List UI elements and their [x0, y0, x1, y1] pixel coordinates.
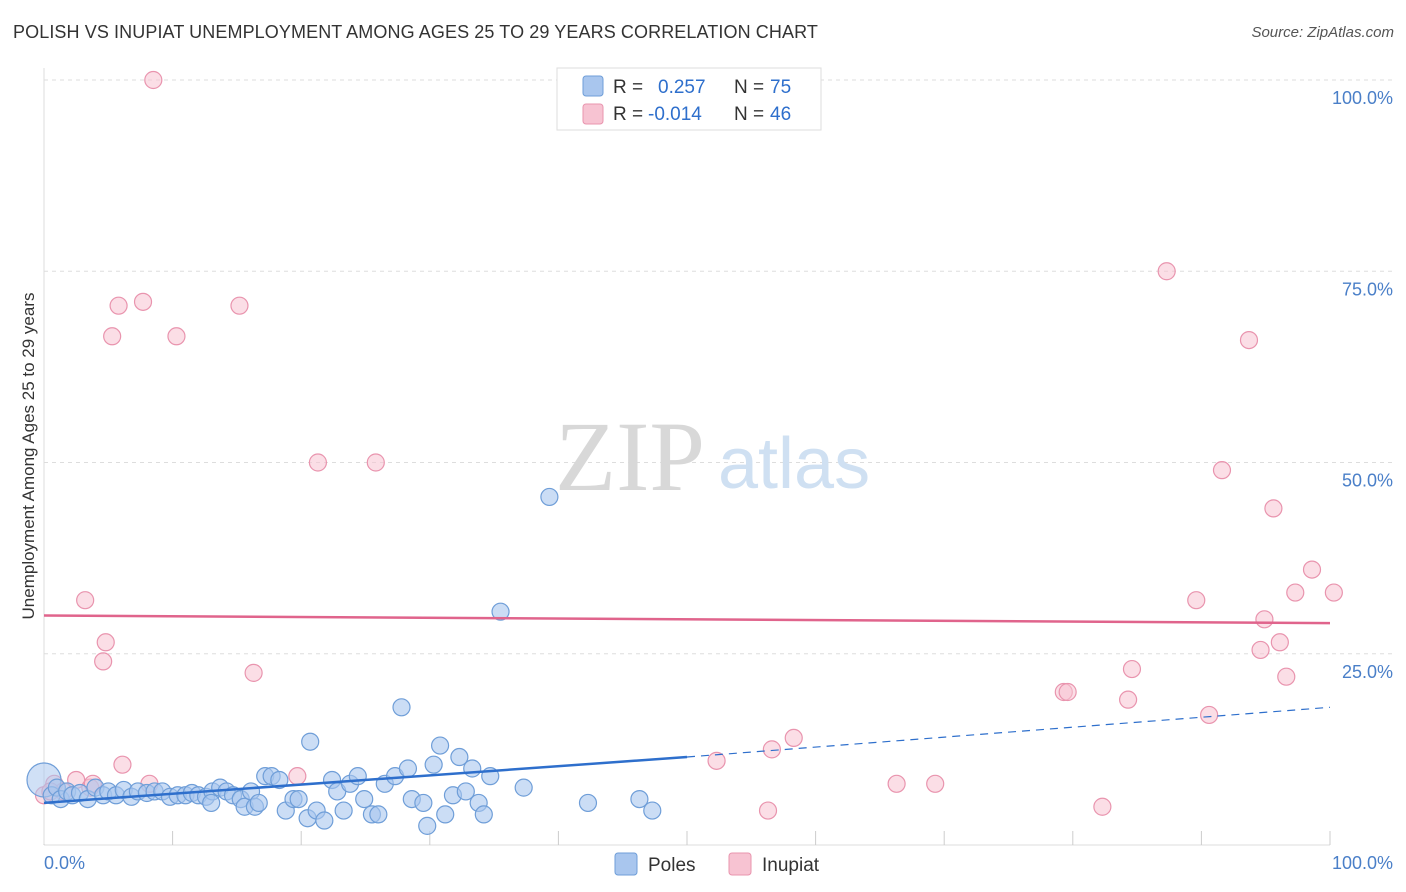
- legend-inupiat-label: Inupiat: [762, 855, 820, 876]
- watermark-zip: ZIP: [555, 401, 705, 512]
- poles-point: [424, 755, 443, 774]
- inupiat-n-label: N =: [734, 104, 764, 125]
- inupiat-point: [1251, 640, 1270, 660]
- poles-point: [270, 770, 289, 790]
- inupiat-point: [244, 663, 263, 682]
- inupiat-trend-line: [43, 614, 1331, 625]
- inupiat-point: [1058, 682, 1077, 702]
- poles-point: [398, 759, 418, 778]
- poles-r-value: 0.257: [658, 77, 706, 98]
- stats-legend: R = 0.257 N = 75 R = -0.014 N = 46: [556, 67, 822, 131]
- inupiat-point: [76, 591, 95, 610]
- poles-point: [474, 805, 493, 824]
- y-tick-label: 100.0%: [1332, 88, 1393, 108]
- poles-point: [418, 816, 437, 835]
- poles-r-label: R =: [613, 77, 643, 98]
- inupiat-point: [1324, 583, 1343, 602]
- poles-point: [249, 793, 268, 813]
- inupiat-point: [758, 801, 778, 820]
- inupiat-point: [1212, 461, 1232, 480]
- poles-point: [436, 805, 455, 824]
- inupiat-point: [1187, 591, 1206, 610]
- poles-swatch: [582, 75, 604, 97]
- inupiat-point: [1239, 331, 1259, 350]
- y-tick-labels: 100.0% 75.0% 50.0% 25.0%: [1332, 88, 1393, 682]
- legend-inupiat-swatch: [728, 852, 752, 876]
- poles-point: [414, 793, 433, 813]
- inupiat-point: [926, 774, 945, 793]
- inupiat-point: [94, 652, 113, 671]
- inupiat-point: [96, 633, 115, 652]
- poles-point: [301, 732, 320, 751]
- x-tick-labels: 0.0% 100.0%: [44, 853, 1393, 873]
- y-tick-label: 50.0%: [1342, 471, 1393, 491]
- inupiat-point: [1157, 262, 1176, 281]
- inupiat-point: [762, 740, 781, 759]
- poles-point: [315, 811, 334, 830]
- poles-point: [334, 801, 353, 820]
- watermark: ZIP atlas: [555, 401, 870, 512]
- inupiat-point: [1270, 633, 1289, 652]
- inupiat-point: [308, 453, 328, 472]
- inupiat-point: [1277, 667, 1296, 686]
- y-tick-label: 75.0%: [1342, 279, 1393, 299]
- inupiat-r-value: -0.014: [648, 104, 702, 125]
- poles-point: [355, 789, 374, 809]
- inupiat-point: [1122, 659, 1142, 679]
- poles-point: [202, 793, 221, 813]
- poles-point: [450, 747, 469, 767]
- inupiat-point: [113, 755, 132, 774]
- inupiat-point: [1093, 797, 1112, 816]
- inupiat-point: [230, 296, 249, 315]
- inupiat-point: [288, 767, 307, 786]
- legend-poles-swatch: [614, 852, 638, 876]
- y-axis-title: Unemployment Among Ages 25 to 29 years: [19, 293, 38, 620]
- series-legend: Poles Inupiat: [614, 852, 820, 876]
- chart-source: Source: ZipAtlas.com: [1251, 24, 1394, 41]
- inupiat-point: [1286, 583, 1305, 602]
- y-tick-label: 25.0%: [1342, 662, 1393, 682]
- trend-lines: [43, 614, 1331, 805]
- poles-trend-extension: [686, 706, 1331, 758]
- poles-point: [643, 801, 662, 820]
- poles-series: [26, 487, 662, 835]
- poles-n-label: N =: [734, 77, 764, 98]
- inupiat-point: [109, 296, 128, 315]
- inupiat-point: [1264, 499, 1283, 518]
- inupiat-r-label: R =: [613, 104, 643, 125]
- poles-point: [430, 736, 450, 755]
- inupiat-point: [167, 327, 186, 346]
- poles-point: [578, 793, 598, 813]
- poles-point: [369, 805, 388, 824]
- x-tick-label-max: 100.0%: [1332, 853, 1393, 873]
- inupiat-point: [133, 292, 153, 311]
- inupiat-point: [1118, 690, 1138, 709]
- inupiat-swatch: [582, 103, 604, 125]
- poles-point: [491, 602, 510, 621]
- poles-point: [630, 789, 649, 809]
- x-tick-label-min: 0.0%: [44, 853, 85, 873]
- chart-title: POLISH VS INUPIAT UNEMPLOYMENT AMONG AGE…: [13, 22, 818, 42]
- watermark-atlas: atlas: [718, 424, 870, 504]
- poles-point: [289, 789, 308, 809]
- inupiat-point: [103, 327, 122, 346]
- poles-point: [540, 487, 559, 507]
- inupiat-point: [1302, 560, 1322, 579]
- legend-poles-label: Poles: [648, 855, 696, 876]
- inupiat-point: [1200, 705, 1219, 725]
- inupiat-point: [144, 70, 163, 90]
- poles-trend-line: [43, 755, 688, 805]
- inupiat-point: [784, 728, 803, 748]
- inupiat-point: [366, 453, 385, 472]
- poles-point: [463, 759, 482, 778]
- inupiat-point: [887, 774, 906, 793]
- poles-n-value: 75: [770, 77, 791, 98]
- inupiat-point: [1255, 610, 1274, 629]
- inupiat-n-value: 46: [770, 104, 791, 125]
- poles-point: [392, 698, 411, 717]
- poles-point: [456, 782, 475, 801]
- inupiat-point: [707, 751, 726, 770]
- poles-point: [514, 778, 533, 797]
